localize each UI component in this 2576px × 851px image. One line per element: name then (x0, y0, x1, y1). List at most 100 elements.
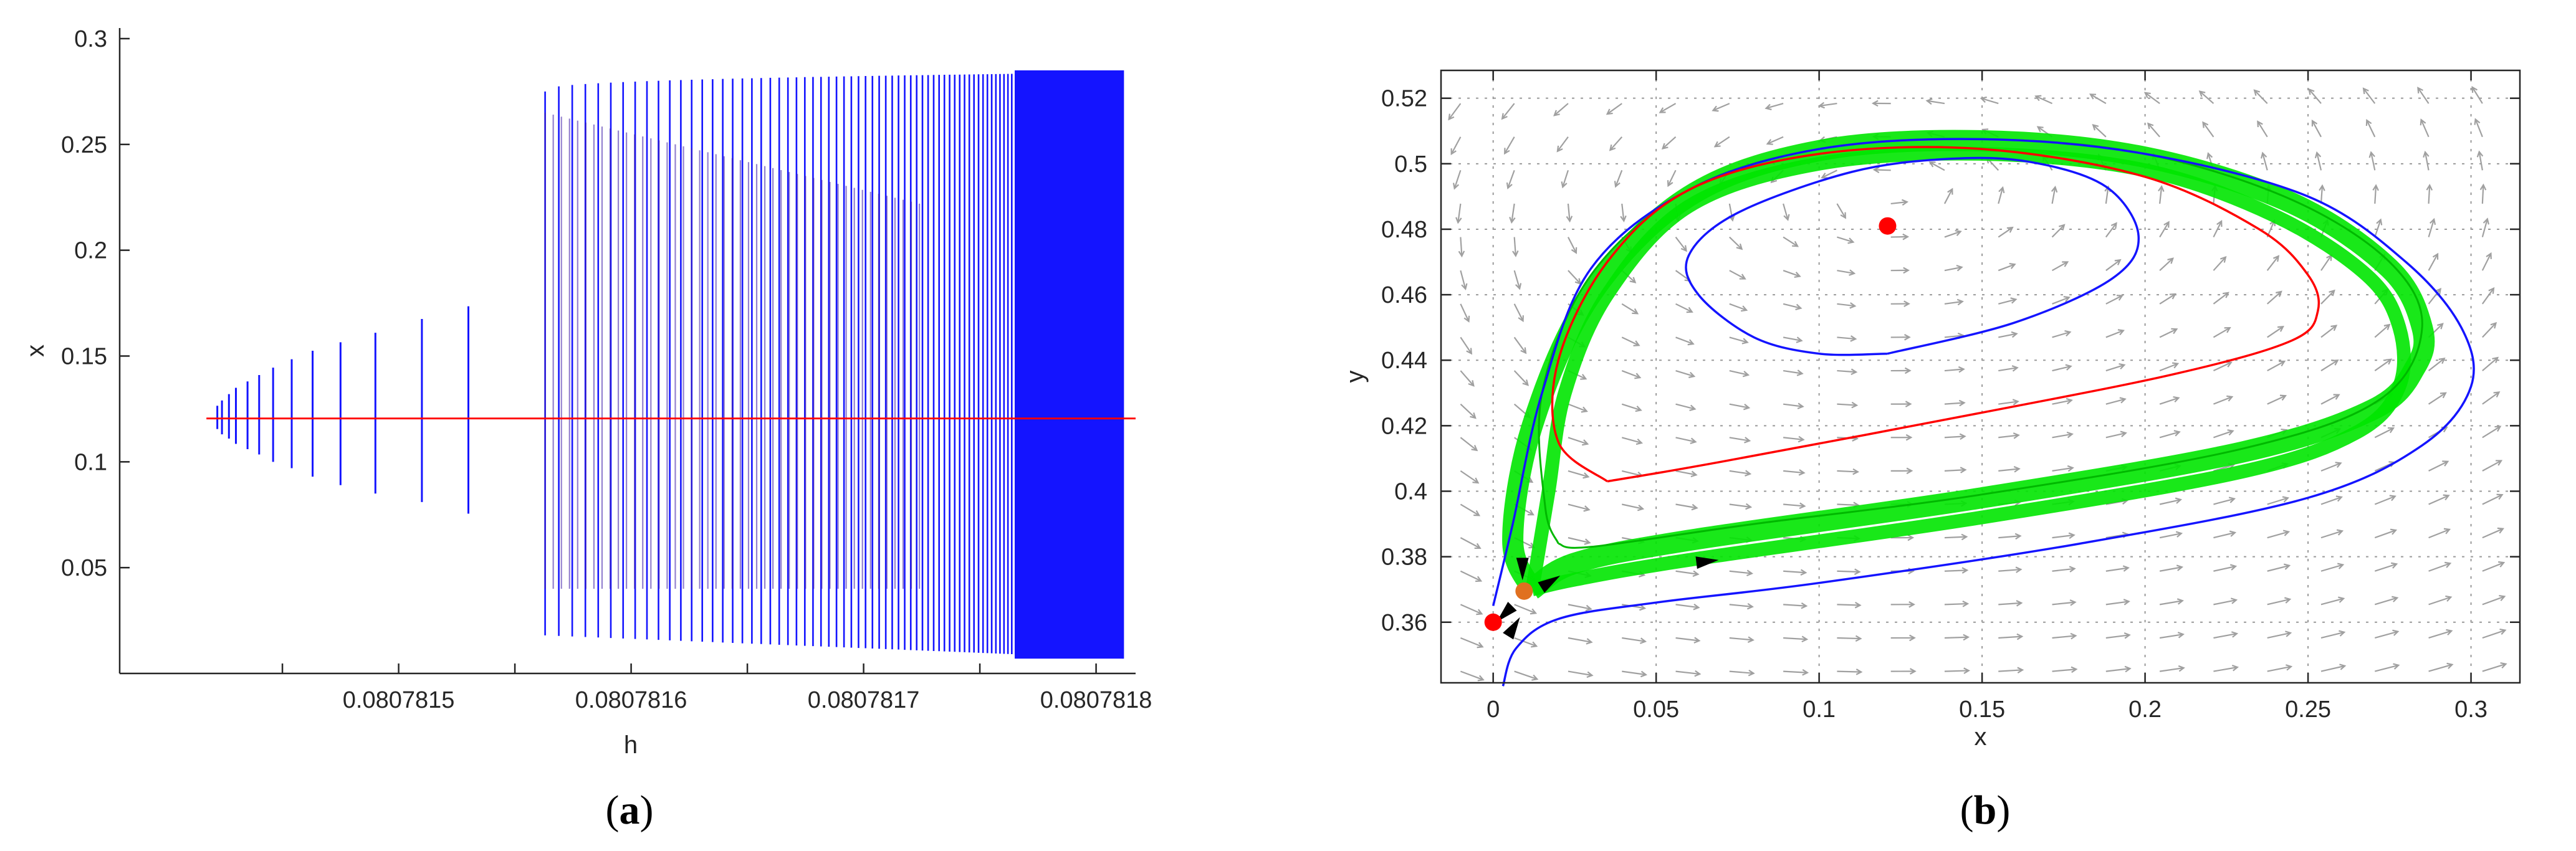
vector-arrow-shaft (1819, 103, 1837, 107)
vector-arrow-shaft (1729, 403, 1750, 409)
vector-arrow-shaft (2374, 563, 2397, 572)
vector-arrow-shaft (1767, 136, 1784, 145)
vector-arrow-head (1852, 468, 1860, 475)
vector-arrow-shaft (1998, 333, 2017, 338)
vector-arrow-shaft (1460, 637, 1483, 648)
vector-arrow-shaft (1821, 169, 1837, 179)
vector-arrow-shaft (1513, 237, 1516, 256)
vector-arrow-head (2332, 359, 2339, 366)
vector-arrow-head (2171, 328, 2178, 335)
vector-arrow-head (2493, 391, 2501, 398)
vector-arrow-head (2116, 295, 2124, 301)
vector-arrow-shaft (1837, 403, 1857, 406)
vector-arrow-shaft (2266, 291, 2282, 305)
vector-arrow-shaft (1514, 637, 1537, 647)
vector-arrow-head (1561, 181, 1568, 189)
panel-caption-a: (a) (606, 787, 654, 833)
vector-arrow-shaft (2374, 219, 2382, 237)
y-tick-label: 0.44 (1381, 348, 1427, 374)
outer-trajectory-curve (1491, 138, 2475, 687)
y-tick-label: 0.36 (1381, 610, 1427, 636)
vector-arrow-head (2178, 665, 2185, 672)
vector-arrow-head (1801, 635, 1809, 643)
vector-arrow-shaft (2374, 427, 2394, 439)
vector-arrow-head (1800, 569, 1808, 576)
vector-arrow-shaft (2428, 528, 2450, 539)
x-axis-label: h (624, 731, 638, 759)
vector-arrow-head (1458, 250, 1465, 258)
vector-arrow-head (1742, 371, 1750, 378)
vector-arrow-head (2064, 330, 2072, 337)
vector-arrow-head (2171, 362, 2180, 369)
vector-arrow-shaft (2482, 663, 2506, 672)
vector-arrow-head (2426, 184, 2433, 191)
vector-arrow-shaft (1460, 604, 1482, 615)
vector-arrow-head (1903, 300, 1910, 307)
vector-arrow-head (2261, 151, 2267, 159)
vector-arrow-head (2173, 396, 2180, 403)
vector-arrow-shaft (1944, 231, 1961, 238)
vector-arrow-shaft (2147, 123, 2160, 138)
vector-arrow-head (1736, 243, 1743, 250)
vector-arrow-shaft (1568, 604, 1591, 610)
vector-arrow-head (1571, 247, 1578, 254)
vector-arrow-shaft (2428, 460, 2448, 472)
vector-arrow-head (2311, 119, 2318, 126)
vector-arrow-head (1585, 604, 1592, 612)
vector-arrow-head (1586, 671, 1594, 678)
vector-arrow-head (2220, 256, 2227, 263)
vector-arrow-head (1908, 601, 1915, 608)
vector-arrow-shaft (1944, 636, 1968, 639)
vector-arrow-head (1632, 308, 1639, 315)
vector-arrow-shaft (1944, 402, 1965, 405)
vector-arrow-shaft (2320, 290, 2335, 305)
y-tick-label: 0.4 (1394, 478, 1427, 505)
vector-arrow-head (1902, 233, 1910, 240)
vector-arrow-shaft (2320, 665, 2345, 672)
vector-arrow-shaft (1944, 435, 1965, 439)
vector-arrow-head (1639, 604, 1647, 611)
vector-arrow-head (1928, 161, 1936, 168)
vector-arrow-head (1629, 277, 1637, 283)
vector-arrow-shaft (1504, 136, 1515, 154)
vector-arrow-head (1904, 334, 1911, 341)
vector-arrow-shaft (1675, 437, 1696, 443)
vector-arrow-shaft (2374, 185, 2377, 204)
vector-arrow-shaft (2213, 327, 2231, 338)
vector-arrow-shaft (1783, 336, 1802, 341)
vector-arrow-shaft (1981, 97, 1999, 105)
vector-field (1448, 86, 2507, 682)
vector-arrow-head (1520, 347, 1527, 354)
vector-arrow-shaft (1460, 537, 1481, 549)
vector-arrow-head (1960, 467, 1967, 473)
vector-arrow-shaft (2482, 629, 2506, 639)
vector-arrow-head (1582, 472, 1590, 479)
vector-arrow-head (2365, 118, 2372, 126)
vector-arrow-shaft (1513, 270, 1521, 289)
equilibrium-point (1879, 217, 1897, 235)
vector-arrow-head (2176, 598, 2185, 605)
vector-arrow-shaft (2374, 630, 2398, 639)
vector-arrow-head (1470, 412, 1477, 419)
vector-arrow-head (2173, 430, 2181, 437)
vector-arrow-shaft (2051, 187, 2056, 204)
x-tick-label: 0.0807817 (808, 687, 920, 713)
vector-arrow-shaft (1568, 670, 1592, 677)
vector-arrow-shaft (2374, 530, 2396, 539)
vector-arrow-head (2123, 599, 2130, 606)
panel-caption-b: (b) (1960, 787, 2011, 833)
vector-arrow-shaft (2320, 186, 2324, 204)
vector-arrow-head (2009, 262, 2016, 269)
vector-arrow-head (2011, 331, 2018, 338)
vector-arrow-shaft (1729, 336, 1748, 343)
y-tick-label: 0.5 (1394, 151, 1427, 178)
vector-arrow-shaft (1874, 169, 1891, 171)
vector-arrow-head (1959, 433, 1966, 440)
x-tick-label: 0.0807818 (1040, 687, 1152, 713)
vector-arrow-shaft (2213, 666, 2238, 672)
vector-arrow-shaft (1929, 161, 1945, 171)
vector-arrow-head (1847, 237, 1855, 244)
vector-arrow-head (1614, 181, 1621, 188)
vector-arrow-shaft (2482, 322, 2497, 338)
vector-arrow-head (1796, 369, 1804, 376)
